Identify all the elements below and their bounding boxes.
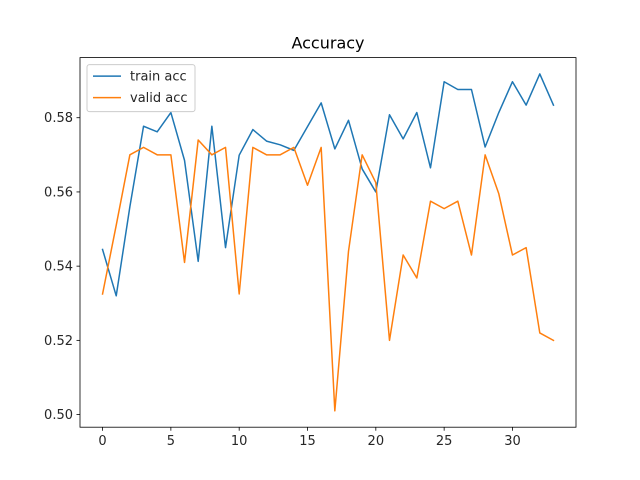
x-tick-label: 25 (436, 434, 453, 449)
legend-label: train acc (130, 70, 187, 85)
plot-frame (79, 57, 577, 428)
x-tick-label: 5 (167, 434, 175, 449)
y-tick-label: 0.56 (44, 185, 73, 200)
x-tick-label: 30 (504, 434, 521, 449)
x-tick-label: 20 (368, 434, 385, 449)
legend: train acc valid acc (86, 64, 196, 113)
x-tick-label: 0 (98, 434, 106, 449)
y-tick-label: 0.58 (44, 111, 73, 126)
x-tick-label: 15 (299, 434, 316, 449)
plot-layer: 0 5 10 15 20 25 30 0.50 0.52 0.54 0.56 0.58 (44, 73, 555, 449)
x-tick-label: 10 (231, 434, 248, 449)
y-tick-label: 0.52 (44, 334, 73, 349)
y-tick-label: 0.50 (44, 408, 73, 423)
chart-title: Accuracy (291, 34, 364, 53)
legend-label: valid acc (130, 91, 188, 106)
y-tick-label: 0.54 (44, 260, 73, 275)
series-line-valid-acc (101, 139, 555, 412)
series-line-train-acc (101, 73, 555, 297)
